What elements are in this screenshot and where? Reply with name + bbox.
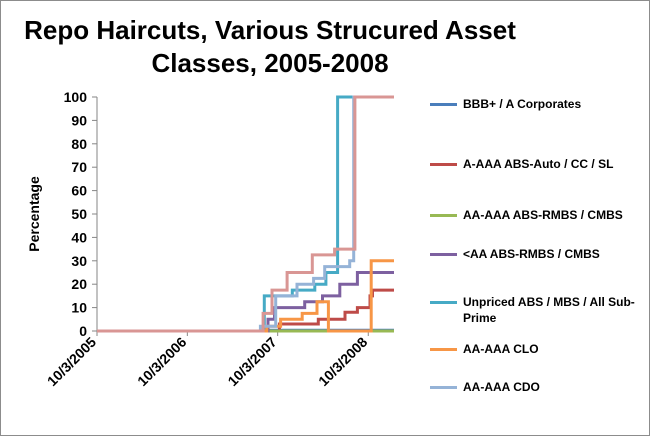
x-tick-label: 10/3/2006: [134, 334, 190, 390]
y-tick-label: 70: [71, 159, 87, 175]
y-tick-label: 0: [79, 323, 87, 339]
y-tick-label: 80: [71, 136, 87, 152]
x-tick-label: 10/3/2007: [224, 334, 280, 390]
series-line-7: [97, 95, 394, 333]
legend-label: <AA ABS-RMBS / CMBS: [463, 247, 600, 261]
y-tick-label: 60: [71, 183, 87, 199]
legend-swatch: [430, 214, 457, 217]
legend-label: A-AAA ABS-Auto / CC / SL: [463, 157, 614, 171]
legend-swatch: [430, 103, 457, 106]
legend-label: AA-AAA CDO: [463, 380, 540, 394]
series-line-8: [97, 95, 394, 333]
y-tick-label: 90: [71, 112, 87, 128]
y-tick-label: 50: [71, 206, 87, 222]
series-line-2: [97, 288, 394, 333]
x-tick-label: 10/3/2005: [44, 334, 100, 390]
y-axis-label: Percentage: [26, 176, 42, 252]
legend-swatch: [430, 253, 457, 256]
series-line-6: [97, 259, 394, 333]
y-tick-label: 10: [71, 300, 87, 316]
series-line-5: [97, 95, 394, 333]
legend-label: BBB+ / A Corporates: [463, 97, 582, 111]
legend-label: AA-AAA CLO: [463, 342, 539, 356]
legend-swatch: [430, 348, 457, 351]
series-line-4: [97, 271, 394, 333]
legend-label: Unpriced ABS / MBS / All Sub-Prime: [463, 295, 635, 325]
legend-swatch: [430, 301, 457, 304]
legend-label: AA-AAA ABS-RMBS / CMBS: [463, 208, 623, 222]
y-tick-label: 30: [71, 253, 87, 269]
y-tick-label: 20: [71, 276, 87, 292]
y-tick-label: 40: [71, 229, 87, 245]
x-tick-label: 10/3/2008: [315, 334, 371, 390]
legend-swatch: [430, 386, 457, 389]
legend-swatch: [430, 163, 457, 166]
y-tick-label: 100: [64, 89, 88, 105]
chart-title: Repo Haircuts, Various Strucured Asset C…: [24, 15, 516, 78]
